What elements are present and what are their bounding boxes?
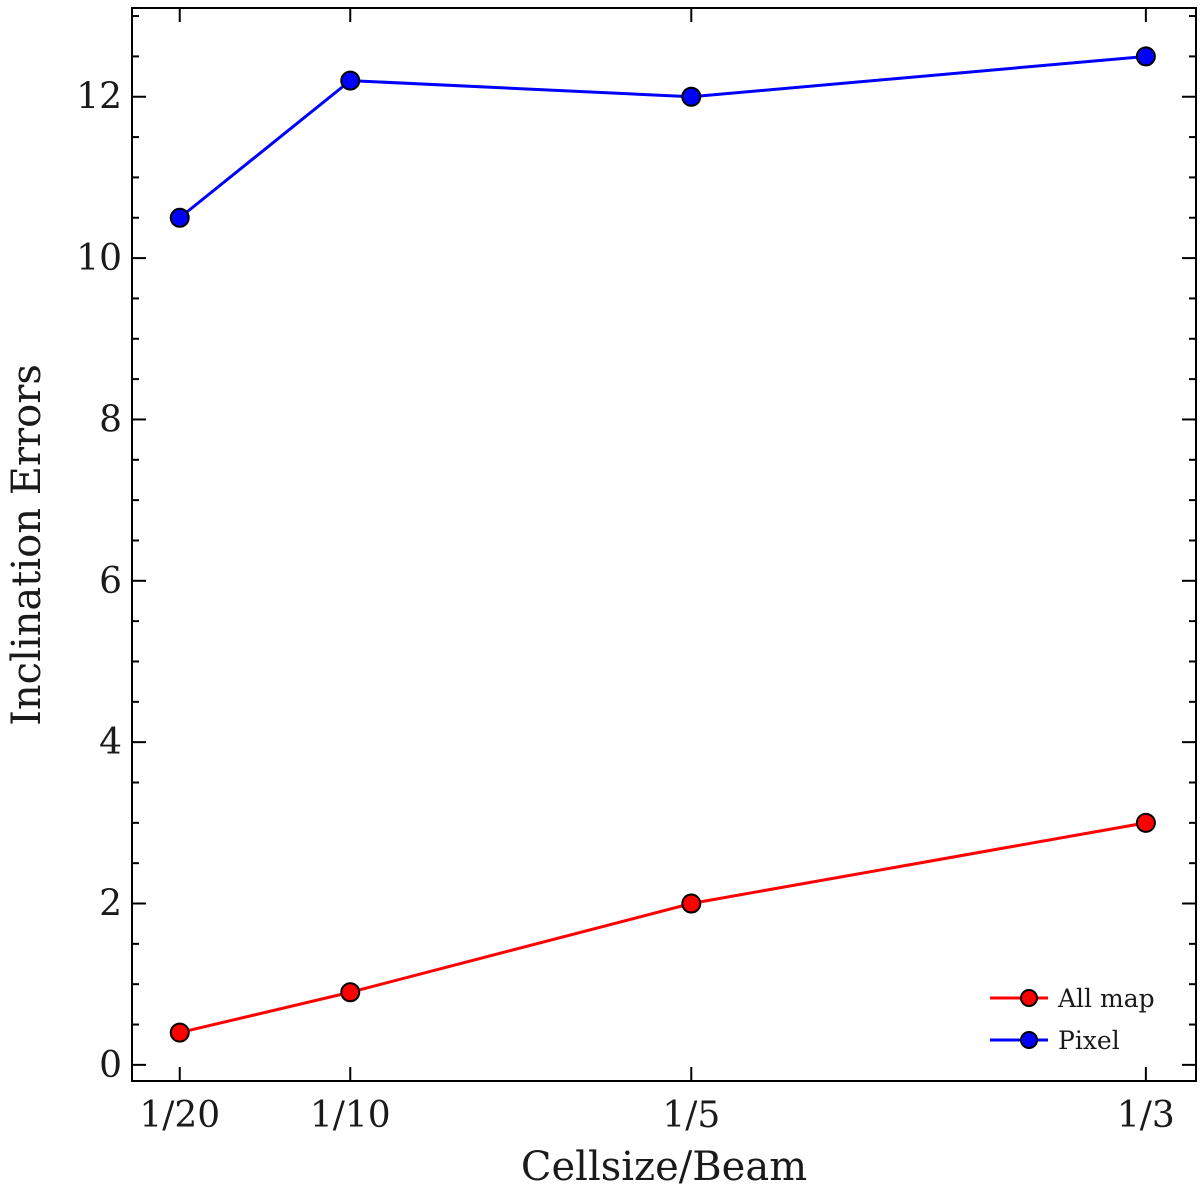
y-axis: 0 2 4 6 8 10 12	[76, 15, 1196, 1086]
legend: All map Pixel	[990, 984, 1155, 1055]
series-line-pixel	[178, 54, 1147, 219]
x-tick-label: 1/20	[139, 1095, 220, 1136]
data-point-pixel	[340, 70, 361, 91]
y-tick-label: 2	[99, 884, 122, 925]
plot-frame	[131, 7, 1197, 1082]
x-tick-label: 1/3	[1117, 1095, 1175, 1136]
x-axis-title: Cellsize/Beam	[521, 1144, 807, 1190]
legend-label-pixel: Pixel	[1058, 1026, 1120, 1055]
x-tick-label: 1/5	[662, 1095, 720, 1136]
y-tick-label: 0	[99, 1045, 122, 1086]
x-axis: 1/20 1/10 1/5 1/3	[139, 8, 1175, 1136]
y-tick-label: 10	[76, 238, 122, 279]
y-tick-label: 12	[76, 77, 122, 118]
data-point-pixel	[681, 86, 702, 107]
legend-marker-all-map	[1020, 989, 1038, 1007]
y-tick-label: 8	[99, 399, 122, 440]
data-point-pixel	[1135, 46, 1156, 67]
data-point-pixel	[169, 207, 190, 228]
y-tick-label: 6	[99, 561, 122, 602]
legend-marker-pixel	[1020, 1031, 1038, 1049]
x-tick-label: 1/10	[310, 1095, 391, 1136]
series-line-all-map	[179, 821, 1147, 1035]
legend-label-all-map: All map	[1057, 984, 1155, 1013]
data-point-all-map	[340, 982, 361, 1003]
y-tick-label: 4	[99, 722, 122, 763]
series-layer	[169, 46, 1156, 1043]
data-point-all-map	[1135, 812, 1156, 833]
y-axis-title: Inclination Errors	[4, 364, 50, 726]
data-point-all-map	[169, 1022, 190, 1043]
data-point-all-map	[681, 893, 702, 914]
